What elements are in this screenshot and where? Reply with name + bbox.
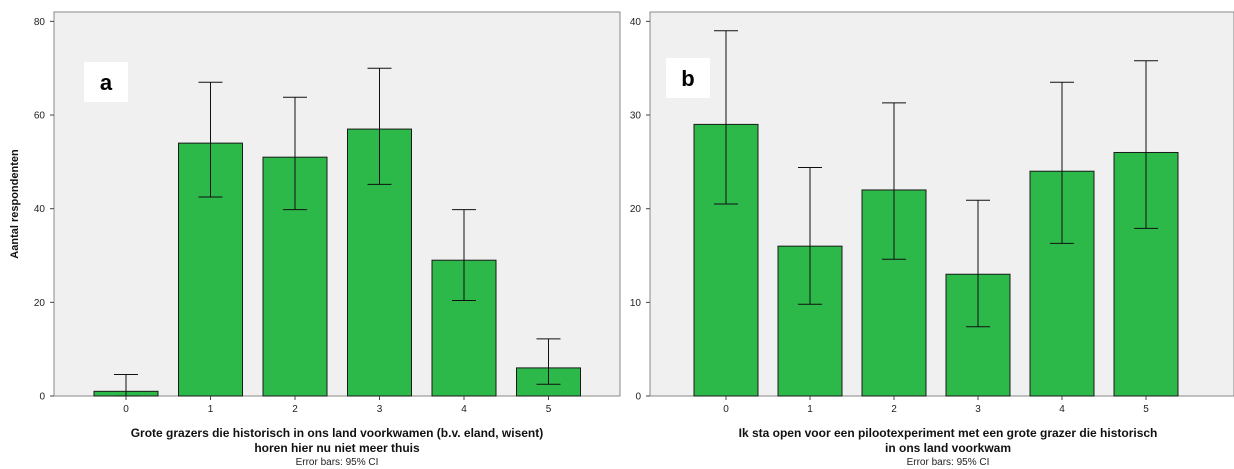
- x-axis-label-b-line-2: in ons land voorkwam: [885, 441, 1011, 455]
- x-tick-label-a-0: 0: [123, 404, 129, 415]
- bars-b: [693, 123, 1179, 397]
- error-bar-b-1: [798, 166, 822, 305]
- y-tick-label-b-2: 20: [630, 204, 642, 215]
- x-tick-label-b-1: 1: [807, 404, 813, 415]
- error-bar-b-4: [1050, 81, 1074, 244]
- error-bar-note-b: Error bars: 95% CI: [907, 457, 990, 468]
- x-axis-label-a-line-1: Grote grazers die historisch in ons land…: [131, 426, 544, 440]
- plot-area-a: [53, 11, 621, 397]
- y-axis-label-a: Aantal respondenten: [9, 149, 21, 259]
- error-bar-a-5: [536, 338, 561, 385]
- x-tick-label-a-4: 4: [461, 404, 467, 415]
- error-bar-a-3: [367, 67, 392, 185]
- y-tick-label-a-1: 20: [34, 298, 46, 309]
- x-tick-label-b-4: 4: [1059, 404, 1065, 415]
- chart-panel-b: 0 10 20 30 40 0 1 2 3 4 5 b Ik sta open voor een …: [630, 11, 1234, 468]
- error-bar-note-a: Error bars: 95% CI: [296, 457, 379, 468]
- x-axis-ticks-a: 0 1 2 3 4 5: [123, 396, 552, 415]
- x-tick-label-a-3: 3: [377, 404, 383, 415]
- error-bar-b-0: [714, 30, 738, 205]
- panel-letter-b: b: [681, 66, 694, 91]
- x-tick-label-b-0: 0: [723, 404, 729, 415]
- y-tick-label-b-0: 0: [635, 392, 641, 403]
- chart-panel-a: 0 20 40 60 80 0 1 2 3 4 5 a Aantal respondenten G…: [9, 11, 621, 468]
- x-tick-label-b-2: 2: [891, 404, 897, 415]
- x-tick-label-a-2: 2: [292, 404, 298, 415]
- y-tick-label-b-4: 40: [630, 17, 642, 28]
- x-tick-label-b-5: 5: [1143, 404, 1149, 415]
- y-axis-ticks-b: 0 10 20 30 40: [630, 17, 650, 403]
- error-bar-a-1: [198, 81, 223, 198]
- y-tick-label-a-2: 40: [34, 204, 46, 215]
- panel-letter-box-b: [666, 58, 710, 98]
- x-tick-label-a-1: 1: [208, 404, 214, 415]
- y-axis-ticks-a: 0 20 40 60 80: [34, 17, 54, 403]
- error-bar-b-2: [882, 102, 906, 260]
- x-tick-label-b-3: 3: [975, 404, 981, 415]
- error-bar-b-3: [966, 199, 990, 328]
- panel-letter-a: a: [100, 70, 113, 95]
- x-tick-label-a-5: 5: [546, 404, 552, 415]
- x-axis-ticks-b: 0 1 2 3 4 5: [723, 396, 1149, 415]
- error-bar-a-2: [283, 96, 307, 211]
- x-axis-label-b-line-1: Ik sta open voor een pilootexperiment me…: [739, 426, 1158, 440]
- y-tick-label-a-3: 60: [34, 111, 46, 122]
- y-tick-label-b-3: 30: [630, 111, 642, 122]
- y-tick-label-b-1: 10: [630, 298, 642, 309]
- y-tick-label-a-4: 80: [34, 17, 46, 28]
- error-bars-a: [114, 67, 561, 397]
- y-tick-label-a-0: 0: [39, 392, 45, 403]
- x-axis-label-a-line-2: horen hier nu niet meer thuis: [254, 441, 420, 455]
- error-bars-b: [714, 30, 1158, 328]
- panel-letter-box-a: [84, 62, 128, 102]
- error-bar-a-4: [452, 209, 476, 301]
- error-bar-b-5: [1134, 60, 1158, 229]
